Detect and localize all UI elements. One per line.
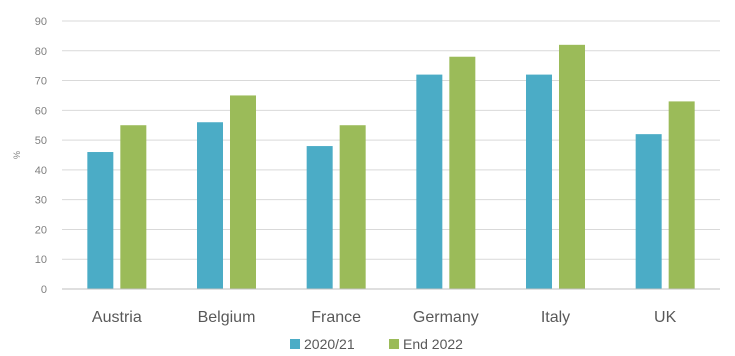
y-tick-label: 0: [41, 284, 47, 296]
gridlines: [62, 20, 720, 260]
bars: [87, 44, 695, 290]
bar-france-series-1: [306, 146, 333, 289]
y-tick-label: 10: [35, 254, 47, 266]
legend-swatch: [290, 339, 300, 349]
bar-belgium-series-2: [230, 95, 256, 289]
x-tick-label: Belgium: [198, 309, 256, 326]
y-tick-label: 20: [35, 224, 47, 236]
bar-uk-series-1: [635, 134, 662, 289]
bar-belgium-series-1: [197, 122, 223, 289]
y-axis-label: %: [12, 151, 22, 159]
legend: 2020/21 End 2022: [290, 336, 463, 352]
legend-swatch: [389, 339, 399, 349]
bar-italy-series-1: [526, 74, 552, 289]
x-tick-label: France: [311, 309, 361, 326]
y-tick-label: 40: [35, 165, 47, 177]
y-tick-label: 30: [35, 195, 47, 207]
bar-france-series-2: [339, 125, 366, 289]
x-tick-label: Italy: [541, 309, 570, 326]
legend-label: End 2022: [403, 336, 463, 352]
y-tick-label: 50: [35, 135, 47, 147]
x-tick-label: UK: [654, 309, 677, 326]
x-axis-ticks: Austria Belgium France Germany Italy UK: [92, 309, 677, 326]
y-tick-label: 70: [35, 76, 47, 88]
legend-label: 2020/21: [304, 336, 355, 352]
x-tick-label: Germany: [413, 309, 479, 326]
bar-germany-series-1: [416, 74, 443, 289]
y-axis-ticks: 0 10 20 30 40 50 60 70 80 90: [35, 16, 47, 296]
y-tick-label: 80: [35, 46, 47, 58]
y-tick-label: 90: [35, 16, 47, 28]
bar-italy-series-2: [559, 44, 585, 290]
bar-austria-series-2: [120, 125, 147, 289]
y-tick-label: 60: [35, 105, 47, 117]
bar-austria-series-1: [87, 152, 114, 289]
bar-uk-series-2: [668, 101, 695, 290]
x-tick-label: Austria: [92, 309, 142, 326]
bar-germany-series-2: [449, 56, 476, 289]
